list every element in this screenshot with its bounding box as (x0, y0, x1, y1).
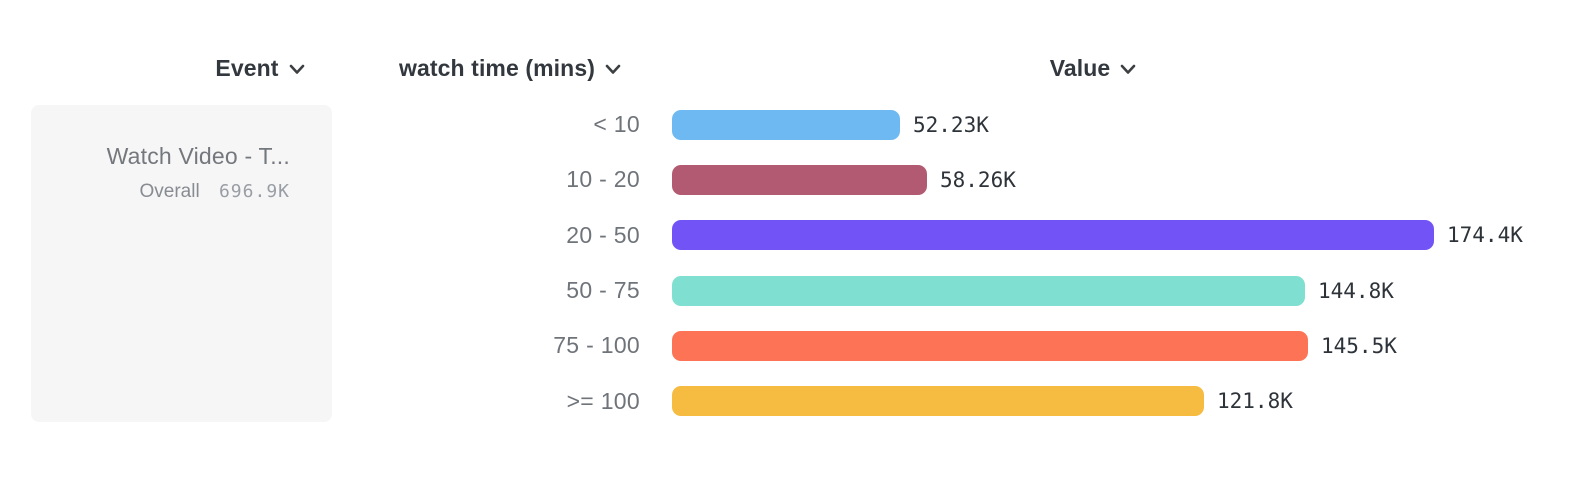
overall-label: Overall (139, 181, 200, 202)
bar[interactable] (672, 109, 900, 140)
event-card[interactable]: Watch Video - T... Overall 696.9K (31, 105, 332, 422)
bar-track: 174.4K (672, 220, 1523, 251)
bar-category-label: 10 - 20 (566, 166, 640, 193)
overall-value: 696.9K (218, 181, 290, 202)
bar-category-label: 75 - 100 (553, 332, 640, 359)
bar-category-label: < 10 (593, 111, 640, 138)
bar[interactable] (672, 386, 1204, 417)
column-header-watch-time-label: watch time (mins) (399, 54, 595, 81)
event-card-title: Watch Video - T... (106, 143, 290, 169)
bar[interactable] (672, 275, 1305, 306)
chevron-down-icon (605, 64, 621, 75)
bar-category-label: 50 - 75 (566, 277, 640, 304)
event-card-overall-row: Overall 696.9K (51, 181, 290, 203)
bar-track: 144.8K (672, 275, 1394, 306)
chevron-down-icon (1120, 64, 1136, 75)
bar-value-label: 174.4K (1447, 223, 1523, 248)
chart-row: 10 - 20 58.26K (340, 152, 1584, 207)
column-header-event-label: Event (215, 54, 279, 81)
bar-value-label: 52.23K (913, 112, 989, 137)
column-header-value[interactable]: Value (1018, 53, 1168, 83)
bar[interactable] (672, 330, 1308, 361)
bar[interactable] (672, 164, 927, 195)
bar-value-label: 58.26K (940, 167, 1016, 192)
chevron-down-icon (289, 64, 305, 75)
chart-row: < 10 52.23K (340, 97, 1584, 152)
bar-track: 58.26K (672, 164, 1016, 195)
chart-row: 20 - 50 174.4K (340, 208, 1584, 263)
bar-category-label: 20 - 50 (566, 221, 640, 248)
chart-row: 50 - 75 144.8K (340, 263, 1584, 318)
bar-category-label: >= 100 (566, 387, 640, 414)
bar-track: 121.8K (672, 386, 1293, 417)
bar[interactable] (672, 220, 1434, 251)
chart-row: 75 - 100 145.5K (340, 318, 1584, 373)
chart-row: >= 100 121.8K (340, 373, 1584, 428)
bar-value-label: 121.8K (1217, 389, 1293, 414)
bar-chart: < 10 52.23K 10 - 20 58.26K 20 - 50 174.4… (340, 97, 1584, 429)
bar-track: 145.5K (672, 330, 1397, 361)
bar-value-label: 144.8K (1318, 278, 1394, 303)
column-header-event[interactable]: Event (205, 53, 315, 83)
column-header-watch-time[interactable]: watch time (mins) (385, 53, 635, 83)
bar-value-label: 145.5K (1321, 333, 1397, 358)
bar-track: 52.23K (672, 109, 989, 140)
column-header-value-label: Value (1049, 54, 1111, 81)
